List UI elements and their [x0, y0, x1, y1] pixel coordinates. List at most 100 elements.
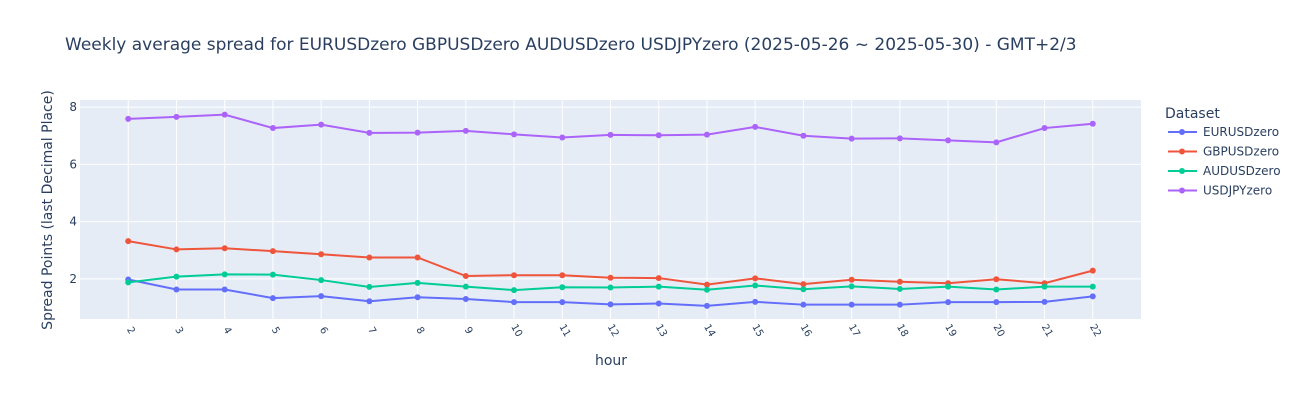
data-point: [655, 283, 662, 290]
data-point: [1089, 267, 1096, 274]
data-point: [1041, 283, 1048, 290]
data-point: [1041, 125, 1048, 132]
legend-swatch-marker: [1179, 187, 1185, 194]
data-point: [414, 294, 421, 301]
data-point: [414, 254, 421, 261]
legend-swatch-marker: [1179, 129, 1185, 135]
data-point: [800, 301, 807, 308]
x-tick-label: 22: [1087, 322, 1103, 339]
data-point: [125, 279, 132, 286]
data-point: [607, 131, 614, 138]
data-point: [655, 132, 662, 139]
data-point: [269, 125, 276, 132]
series-USDJPYzero: [125, 111, 1096, 146]
data-point: [752, 282, 759, 289]
x-tick-label: 20: [991, 322, 1007, 339]
x-tick-label: 18: [894, 322, 910, 339]
data-point: [848, 283, 855, 290]
data-point: [221, 245, 228, 252]
data-point: [703, 281, 710, 288]
data-point: [993, 139, 1000, 146]
y-tick-label: 8: [69, 100, 77, 114]
data-point: [993, 299, 1000, 306]
legend-item[interactable]: EURUSDzero: [1168, 125, 1279, 139]
data-point: [848, 135, 855, 142]
x-tick-label: 13: [653, 322, 669, 339]
data-point: [511, 287, 518, 294]
legend-item[interactable]: USDJPYzero: [1168, 184, 1272, 198]
data-point: [173, 113, 180, 120]
data-point: [896, 278, 903, 285]
x-tick-label: 7: [365, 325, 378, 336]
data-point: [318, 251, 325, 258]
data-point: [414, 279, 421, 286]
data-point: [318, 121, 325, 128]
y-axis-ticks: 2 4 6 8: [69, 100, 77, 286]
x-tick-label: 14: [701, 322, 717, 339]
data-point: [945, 283, 952, 290]
data-point: [896, 285, 903, 292]
data-point: [800, 286, 807, 293]
data-point: [607, 284, 614, 291]
x-tick-label: 17: [846, 322, 862, 339]
data-point: [125, 238, 132, 245]
data-point: [993, 286, 1000, 293]
x-tick-label: 11: [556, 322, 572, 339]
legend-item[interactable]: AUDUSDzero: [1168, 164, 1281, 178]
legend-label: GBPUSDzero: [1203, 145, 1279, 159]
data-point: [848, 276, 855, 283]
data-point: [559, 284, 566, 291]
x-tick-label: 3: [172, 325, 185, 336]
data-point: [269, 248, 276, 255]
data-point: [221, 286, 228, 293]
legend-swatch-marker: [1179, 148, 1185, 155]
data-point: [414, 129, 421, 136]
data-point: [269, 271, 276, 278]
data-point: [221, 111, 228, 118]
data-point: [462, 295, 469, 302]
data-point: [125, 115, 132, 122]
data-point: [752, 298, 759, 305]
legend-label: USDJPYzero: [1203, 184, 1272, 198]
data-point: [559, 299, 566, 306]
data-point: [993, 276, 1000, 283]
x-tick-label: 12: [605, 322, 621, 339]
legend-swatch-marker: [1179, 168, 1185, 174]
data-point: [945, 299, 952, 306]
data-point: [1089, 293, 1096, 300]
x-tick-label: 15: [749, 322, 765, 339]
legend-label: EURUSDzero: [1203, 125, 1279, 139]
data-point: [607, 301, 614, 308]
data-point: [173, 246, 180, 253]
x-tick-label: 16: [798, 322, 814, 339]
data-point: [511, 299, 518, 306]
data-point: [896, 301, 903, 308]
data-point: [269, 295, 276, 302]
data-point: [1041, 298, 1048, 305]
data-point: [655, 275, 662, 282]
x-axis-title: hour: [595, 353, 627, 369]
data-point: [607, 274, 614, 281]
y-tick-label: 4: [69, 215, 77, 229]
x-tick-label: 6: [317, 325, 330, 336]
data-point: [752, 275, 759, 282]
data-point: [559, 272, 566, 279]
data-point: [173, 273, 180, 280]
chart-title: Weekly average spread for EURUSDzero GBP…: [65, 35, 1077, 55]
data-point: [1089, 120, 1096, 127]
data-point: [511, 272, 518, 279]
legend-title: Dataset: [1165, 106, 1220, 122]
x-tick-label: 2: [124, 325, 137, 336]
x-tick-label: 19: [942, 322, 958, 339]
legend-item[interactable]: GBPUSDzero: [1168, 145, 1279, 159]
data-point: [703, 286, 710, 293]
data-point: [655, 300, 662, 307]
y-tick-label: 6: [69, 157, 77, 171]
data-point: [511, 131, 518, 138]
data-point: [318, 277, 325, 284]
data-point: [221, 271, 228, 278]
x-tick-label: 9: [462, 325, 475, 336]
data-point: [703, 131, 710, 138]
y-tick-label: 2: [69, 272, 77, 286]
